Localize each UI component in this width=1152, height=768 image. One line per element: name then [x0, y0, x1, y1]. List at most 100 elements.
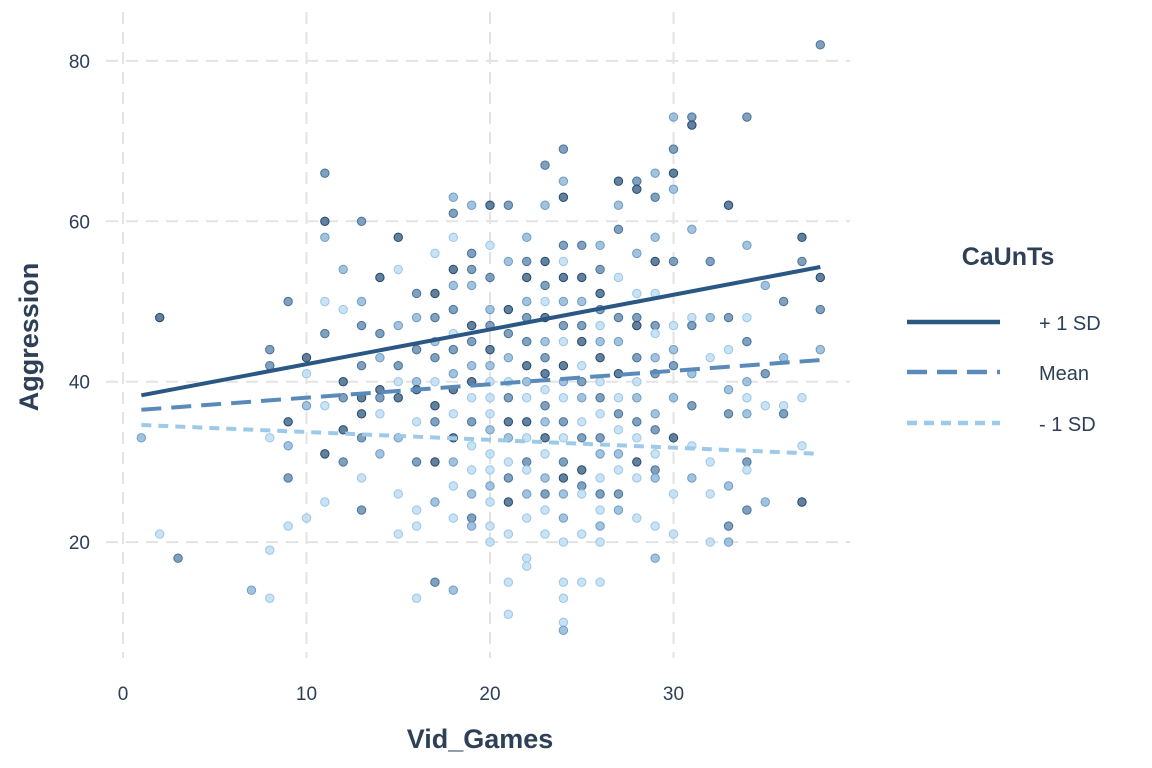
data-point: [320, 296, 330, 307]
data-point: [503, 200, 514, 210]
x-tick-label: 20: [479, 684, 500, 705]
data-point: [577, 489, 587, 499]
data-point: [687, 312, 697, 323]
data-point: [668, 344, 679, 355]
data-point: [411, 312, 422, 323]
data-point: [595, 393, 605, 403]
data-point: [283, 296, 293, 307]
data-point: [650, 232, 660, 243]
data-point: [338, 393, 348, 403]
data-point: [356, 296, 367, 307]
data-point: [632, 184, 642, 194]
data-point: [577, 336, 587, 347]
data-point: [393, 360, 403, 371]
data-point: [393, 489, 403, 499]
data-point: [522, 272, 532, 283]
data-point: [650, 425, 660, 435]
data-point: [430, 577, 440, 587]
data-point: [577, 577, 587, 587]
data-point: [778, 296, 789, 307]
data-point: [577, 433, 587, 443]
data-point: [540, 385, 550, 395]
data-point: [503, 328, 514, 339]
data-point: [632, 312, 642, 323]
data-point: [430, 352, 440, 363]
data-point: [448, 409, 458, 419]
data-point: [540, 352, 550, 363]
data-point: [540, 401, 550, 411]
data-point: [522, 417, 532, 427]
data-point: [742, 409, 752, 419]
data-point: [393, 529, 403, 539]
data-point: [356, 409, 367, 419]
data-point: [760, 401, 770, 411]
data-point: [742, 505, 752, 515]
data-point: [558, 144, 569, 154]
data-point: [650, 553, 660, 563]
data-point: [760, 280, 770, 291]
data-point: [650, 256, 660, 267]
x-axis-title: Vid_Games: [407, 724, 554, 754]
data-point: [448, 192, 458, 202]
data-point: [155, 312, 165, 323]
data-point: [522, 513, 532, 523]
data-point: [430, 377, 440, 387]
data-point: [411, 417, 422, 427]
data-point: [613, 312, 624, 323]
data-point: [503, 256, 514, 267]
data-point: [595, 473, 605, 483]
data-point: [595, 240, 605, 251]
data-point: [668, 256, 679, 267]
data-point: [485, 393, 495, 403]
data-point: [338, 377, 348, 387]
data-point: [632, 417, 642, 427]
data-point: [577, 272, 587, 283]
data-point: [466, 465, 477, 475]
data-point: [430, 401, 440, 411]
x-tick-label: 10: [296, 684, 317, 705]
data-point: [723, 409, 734, 419]
data-point: [265, 344, 275, 355]
data-point: [411, 457, 422, 467]
data-point: [320, 328, 330, 339]
data-point: [466, 393, 477, 403]
data-point: [650, 328, 660, 339]
data-point: [540, 336, 550, 347]
data-point: [320, 168, 330, 178]
data-point: [448, 344, 458, 355]
data-point: [448, 264, 458, 275]
data-point: [522, 336, 532, 347]
data-point: [356, 473, 367, 483]
data-point: [760, 368, 770, 379]
data-point: [466, 320, 477, 331]
legend-title: CaUnTs: [962, 243, 1055, 271]
data-point: [522, 457, 532, 467]
data-point: [540, 489, 550, 499]
data-point: [558, 473, 569, 483]
data-point: [797, 256, 807, 267]
data-point: [503, 529, 514, 539]
data-point: [448, 280, 458, 291]
data-point: [742, 457, 752, 467]
data-point: [705, 537, 715, 547]
data-point: [650, 352, 660, 363]
regression-lines: [140, 265, 821, 456]
data-point: [577, 481, 587, 491]
data-point: [595, 264, 605, 275]
data-point: [705, 256, 715, 267]
data-point: [595, 336, 605, 347]
data-point: [485, 521, 495, 531]
data-point: [797, 497, 807, 507]
data-point: [448, 368, 458, 379]
data-point: [595, 320, 605, 331]
data-point: [503, 417, 514, 427]
data-point: [595, 577, 605, 587]
data-point: [595, 521, 605, 531]
y-axis-title: Aggression: [14, 263, 44, 412]
data-point: [485, 425, 495, 435]
data-point: [540, 505, 550, 515]
data-point: [540, 256, 550, 267]
data-point: [485, 304, 495, 315]
data-point: [466, 417, 477, 427]
data-point: [815, 304, 825, 315]
